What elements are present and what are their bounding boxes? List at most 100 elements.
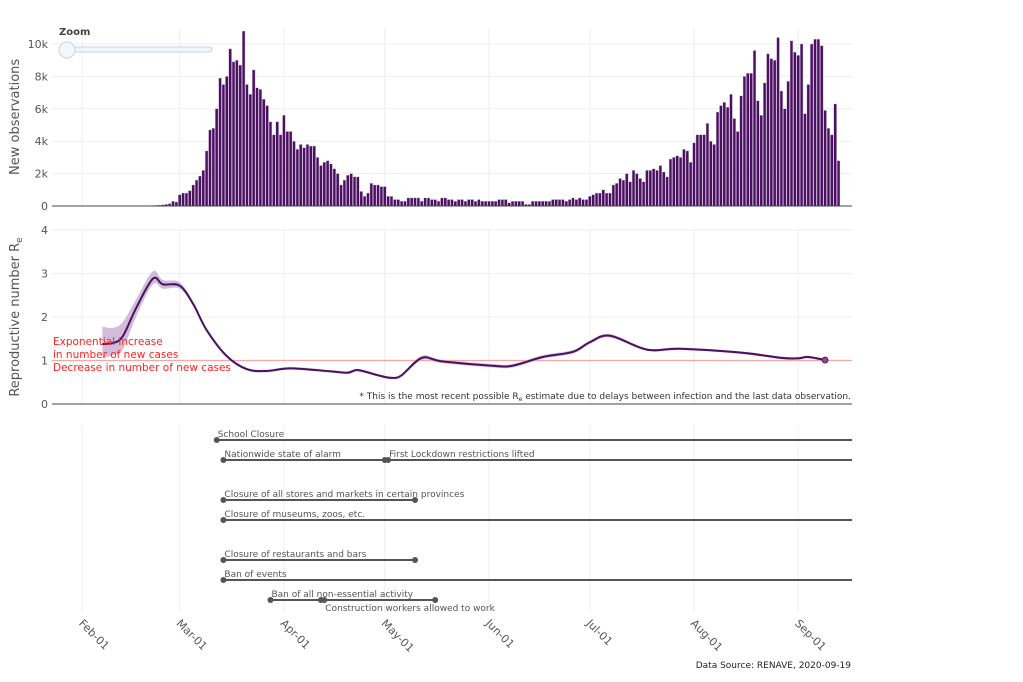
- bar: [420, 200, 424, 207]
- bar: [581, 199, 585, 207]
- bar: [541, 200, 545, 207]
- zoom-slider-rail[interactable]: [65, 46, 213, 53]
- bar: [648, 170, 652, 207]
- bar: [665, 176, 669, 207]
- y-axis-title-text: Reproductive number R: [8, 243, 23, 397]
- bar: [184, 192, 189, 207]
- bar: [786, 81, 790, 207]
- timeline-start-marker: [213, 437, 220, 443]
- re-confidence-band: [102, 270, 826, 380]
- timeline-start-marker: [220, 577, 227, 583]
- bar: [689, 162, 693, 207]
- bar: [238, 64, 242, 207]
- bar: [396, 199, 400, 207]
- bar: [591, 194, 595, 207]
- bar: [430, 199, 434, 207]
- bar: [205, 150, 209, 207]
- x-tick-label: Jun-01: [482, 616, 517, 651]
- bar: [601, 189, 605, 207]
- bar: [332, 168, 336, 207]
- bar: [756, 100, 760, 207]
- bar: [652, 168, 656, 207]
- timeline-event: Construction workers allowed to work: [321, 597, 496, 614]
- bar: [463, 200, 468, 207]
- bar: [265, 105, 269, 207]
- bar: [517, 200, 521, 207]
- annotation-above-threshold: in number of new cases: [53, 349, 178, 361]
- bar: [752, 50, 757, 207]
- bars-panel: [77, 30, 841, 207]
- timeline-start-marker: [267, 597, 274, 603]
- bar: [561, 199, 565, 207]
- x-tick-label: Feb-01: [76, 617, 112, 653]
- bar: [174, 201, 178, 207]
- bar: [366, 192, 370, 207]
- bar: [198, 175, 202, 207]
- bar: [746, 72, 750, 207]
- bar: [500, 199, 505, 207]
- bar: [275, 121, 279, 207]
- y-tick-label: 6k: [35, 103, 49, 116]
- bar: [836, 160, 841, 207]
- timeline-end-marker: [412, 557, 419, 563]
- bar: [618, 178, 622, 207]
- bar: [826, 128, 831, 207]
- bar: [359, 191, 363, 207]
- zoom-slider-handle[interactable]: [58, 41, 76, 59]
- bar: [544, 200, 548, 207]
- bar: [759, 115, 763, 207]
- bar: [695, 134, 699, 207]
- timeline-event-label: Nationwide state of alarm: [224, 450, 341, 460]
- bar: [383, 186, 387, 207]
- bar: [393, 199, 397, 207]
- bar: [406, 197, 410, 207]
- y-tick-label: 8k: [35, 70, 49, 83]
- bar: [349, 173, 353, 207]
- timeline-start-marker: [220, 497, 227, 503]
- bar: [258, 89, 263, 207]
- bar: [510, 200, 515, 207]
- timeline-event: Closure of restaurants and bars: [220, 550, 419, 563]
- bar: [732, 118, 736, 207]
- bar: [806, 84, 810, 207]
- bar: [228, 48, 232, 207]
- bar: [292, 140, 296, 207]
- bar: [235, 60, 239, 207]
- bar: [762, 82, 767, 207]
- bar: [191, 184, 195, 207]
- bar: [181, 192, 185, 207]
- bar: [272, 134, 276, 207]
- bar: [450, 199, 454, 207]
- re-footnote-tail: estimate due to delays between infection…: [522, 392, 851, 402]
- timeline-start-marker: [385, 457, 392, 463]
- bar: [813, 38, 817, 207]
- bar: [278, 134, 283, 207]
- bar: [692, 142, 696, 207]
- bar: [208, 129, 212, 207]
- bar: [793, 51, 797, 207]
- zoom-control[interactable]: Zoom: [58, 27, 213, 59]
- bar: [309, 145, 313, 207]
- bar: [268, 121, 273, 207]
- x-tick-label: Aug-01: [688, 617, 725, 654]
- bar: [376, 184, 380, 207]
- timeline-event-label: Closure of restaurants and bars: [224, 550, 366, 560]
- bar: [389, 196, 394, 207]
- bar: [645, 170, 649, 207]
- y-tick-label: 0: [41, 398, 48, 411]
- bar: [470, 199, 474, 207]
- bar: [574, 199, 578, 207]
- bar: [225, 76, 229, 207]
- bar: [319, 165, 323, 207]
- bar: [211, 128, 215, 207]
- bar: [494, 200, 498, 207]
- bar: [282, 115, 286, 207]
- bar: [571, 197, 575, 207]
- bar: [722, 102, 726, 207]
- bar: [194, 179, 199, 207]
- timeline-event-label: Closure of all stores and markets in cer…: [224, 490, 464, 500]
- bar: [362, 196, 367, 207]
- bar: [305, 144, 310, 207]
- bar: [833, 103, 837, 207]
